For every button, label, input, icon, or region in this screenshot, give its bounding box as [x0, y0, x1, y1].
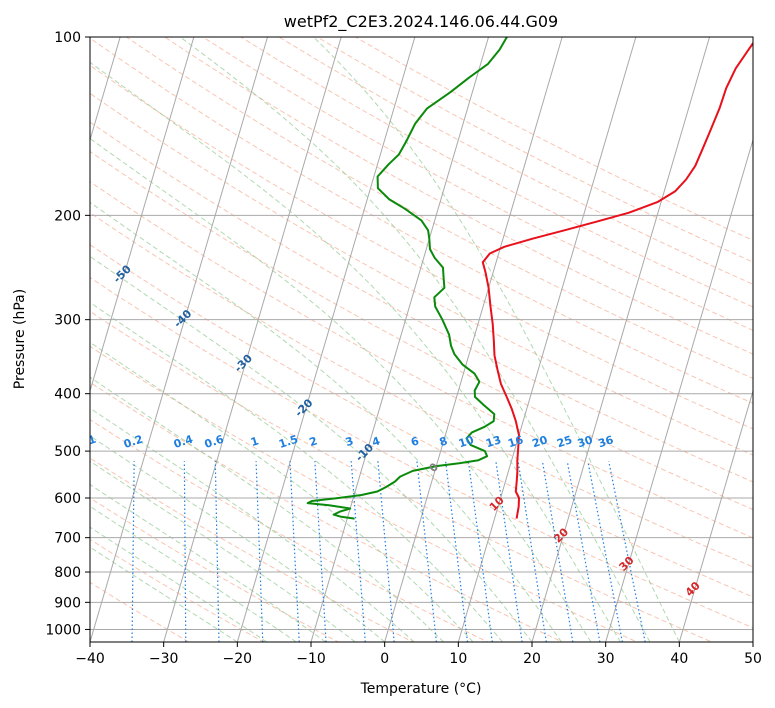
- plot-frame: [89, 36, 754, 643]
- moist-adiabat-line: [90, 460, 356, 642]
- moist-adiabat-line: [90, 61, 621, 642]
- mixing-ratio-label: 13: [484, 433, 503, 450]
- isotherm-line: [678, 389, 753, 642]
- moist-adiabat-line: [90, 435, 386, 642]
- mixing-ratio-line: [541, 461, 574, 642]
- dry-adiabat-line: [90, 381, 564, 642]
- moist-adiabat-line: [90, 201, 562, 642]
- mixing-ratio-line: [587, 461, 623, 642]
- y-tick-label: 300: [54, 313, 81, 329]
- y-tick-label: 800: [54, 565, 81, 581]
- mixing-ratio-label: 36: [597, 433, 616, 450]
- mixing-ratio-line: [608, 461, 646, 642]
- x-tick-label: 50: [744, 651, 762, 667]
- mixing-ratio-line: [566, 461, 601, 642]
- y-axis-title: Pressure (hPa): [12, 289, 28, 389]
- dry-adiabat-line: [90, 276, 753, 629]
- x-tick-label: 30: [597, 651, 615, 667]
- moist-adiabat-line: [90, 526, 268, 642]
- chart-title: wetPf2_C2E3.2024.146.06.44.G09: [284, 12, 558, 32]
- mixing-ratio-line: [517, 461, 547, 642]
- dry-adiabat-line: [90, 310, 713, 642]
- dry-adiabat-line: [90, 418, 489, 642]
- moist-adiabat-line: [179, 37, 651, 642]
- mixing-ratio-label: 20: [531, 433, 550, 450]
- isotherm-line: [90, 37, 195, 393]
- y-tick-label: 900: [54, 595, 81, 611]
- mixing-ratio-label: 8: [438, 434, 449, 449]
- x-tick-label: 20: [523, 651, 541, 667]
- dry-adiabat-line: [90, 244, 753, 598]
- mixing-ratio-label: 10: [457, 433, 476, 450]
- dry-adiabat-line: [90, 181, 753, 539]
- dry-adiabat-line: [90, 497, 340, 642]
- mixing-ratio-label: 16: [506, 433, 525, 450]
- mixing-ratio-label: 2: [308, 434, 319, 449]
- moist-adiabat-line: [90, 255, 533, 642]
- x-axis-title: Temperature (°C): [360, 681, 482, 697]
- x-tick-label: −40: [75, 651, 105, 667]
- x-axis: −40 −30 −20 −10 0 10 20 30 40 50: [75, 642, 762, 667]
- mixing-ratio-label: 6: [409, 434, 421, 449]
- mixing-ratio-label: 1.5: [277, 433, 300, 451]
- y-tick-label: 600: [54, 491, 81, 507]
- mixing-ratio-label: 1: [249, 434, 260, 449]
- isotherm-line: [90, 37, 121, 142]
- moist-adiabat-line: [90, 483, 326, 642]
- moist-adiabat-line: [90, 505, 297, 642]
- mixing-ratio-label: 30: [576, 433, 595, 450]
- x-tick-label: −20: [223, 651, 253, 667]
- mixing-ratio-line: [495, 461, 523, 642]
- mixing-ratio-label: 0.2: [122, 433, 145, 451]
- y-tick-label: 100: [54, 30, 81, 46]
- x-tick-label: 10: [449, 651, 467, 667]
- mixing-ratio-label: 25: [555, 433, 574, 450]
- isotherm-line: [605, 138, 753, 642]
- y-tick-label: 200: [54, 208, 81, 224]
- x-tick-label: 0: [380, 651, 389, 667]
- mixing-ratio-label: 3: [344, 434, 355, 449]
- moist-adiabat-line: [90, 137, 592, 642]
- mixing-ratio-label: 0.1: [75, 433, 98, 451]
- y-tick-label: 700: [54, 531, 81, 547]
- isotherm-line: [457, 37, 637, 642]
- x-tick-label: −10: [296, 651, 326, 667]
- y-tick-label: 500: [54, 444, 81, 460]
- mixing-ratio-label: 4: [370, 434, 382, 449]
- moist-adiabat-line: [90, 341, 474, 642]
- moist-adiabat-line: [90, 301, 503, 642]
- isotherm-line: [163, 37, 342, 642]
- dry-adiabat-line: [90, 581, 190, 642]
- y-tick-label: 1000: [45, 622, 81, 638]
- isotherm-line: [90, 37, 269, 642]
- dewpoint-profile-line: [306, 37, 508, 520]
- y-tick-label: 400: [54, 387, 81, 403]
- profile-lines: [306, 37, 753, 520]
- isotherm-line: [236, 37, 416, 642]
- mixing-ratio-label: 0.4: [172, 432, 195, 450]
- mixing-ratio-label: 0.6: [203, 432, 226, 450]
- y-axis: 100 200 300 400 500 600 700 800 900 1000: [45, 30, 90, 638]
- isotherm-line: [384, 37, 563, 642]
- x-tick-label: −30: [149, 651, 179, 667]
- isotherm-line: [531, 37, 711, 642]
- x-tick-label: 40: [670, 651, 688, 667]
- moist-adiabat-line: [313, 37, 680, 642]
- background-lines: [90, 37, 753, 642]
- isotherm-line: [310, 37, 490, 642]
- temperature-profile-line: [481, 41, 753, 519]
